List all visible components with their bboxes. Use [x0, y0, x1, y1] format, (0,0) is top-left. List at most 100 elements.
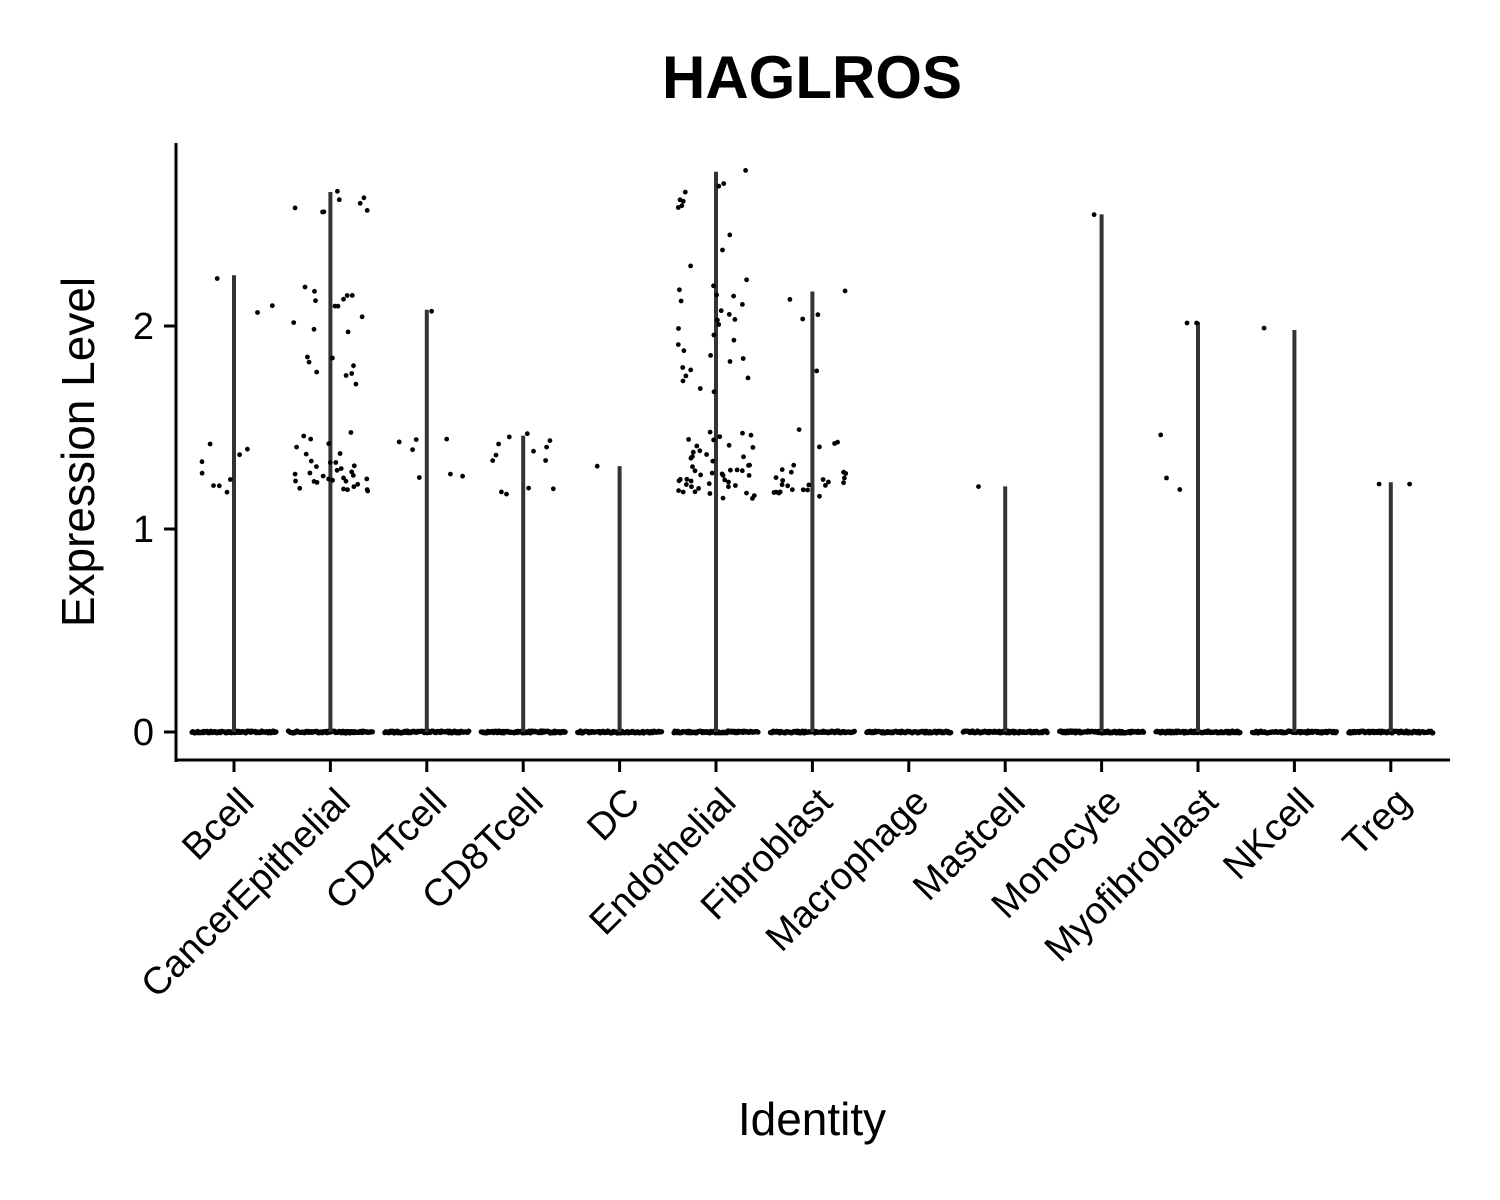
data-point [1261, 325, 1267, 331]
data-point [722, 477, 728, 483]
data-point [594, 463, 600, 469]
x-tick-label: Bcell [174, 781, 262, 869]
data-point [365, 488, 371, 494]
data-point [817, 444, 822, 450]
data-point [349, 293, 355, 298]
data-point [697, 448, 703, 454]
data-point [351, 484, 357, 490]
data-point [341, 475, 346, 481]
data-point [688, 367, 694, 373]
data-point [255, 310, 260, 315]
y-tick-label: 1 [133, 509, 154, 551]
data-point [410, 447, 415, 453]
data-point [680, 365, 686, 370]
x-axis-title: Identity [738, 1093, 886, 1145]
data-point [338, 466, 344, 471]
data-point [743, 168, 748, 173]
data-point [1158, 432, 1164, 438]
data-point [332, 303, 338, 309]
data-point [717, 434, 723, 440]
data-point [709, 470, 715, 476]
data-point [832, 441, 837, 446]
data-point [211, 483, 216, 488]
data-point [675, 205, 681, 210]
data-point [692, 489, 698, 495]
data-point [679, 203, 685, 209]
data-point [314, 369, 320, 375]
category-group [767, 288, 858, 736]
zero-point [948, 729, 954, 736]
data-point [306, 359, 312, 365]
data-point [676, 478, 682, 484]
data-point [330, 477, 335, 483]
data-point [676, 488, 681, 493]
data-point [726, 312, 732, 317]
data-point [780, 478, 786, 483]
data-point [690, 449, 696, 455]
data-point [320, 473, 326, 479]
data-point [683, 373, 689, 379]
data-point [199, 470, 205, 476]
data-point [796, 427, 802, 432]
data-point [681, 348, 687, 354]
data-point [716, 183, 722, 189]
data-point [680, 198, 686, 204]
data-point [308, 436, 314, 442]
data-point [345, 329, 351, 335]
zero-point [273, 729, 279, 735]
data-point [843, 471, 849, 476]
data-point [732, 317, 738, 322]
data-point [292, 205, 298, 211]
data-point [344, 293, 350, 298]
data-point [789, 487, 795, 493]
category-group [864, 728, 954, 736]
data-point [726, 442, 732, 448]
y-axis-ticks: 0 1 2 [133, 306, 176, 754]
data-point [721, 181, 727, 187]
data-point [841, 480, 846, 486]
x-tick-label: NKcell [1215, 781, 1322, 888]
data-point [335, 188, 340, 194]
data-point [293, 478, 298, 484]
data-point [745, 375, 751, 381]
data-point [1184, 320, 1190, 326]
data-point [779, 482, 785, 488]
data-point [707, 429, 713, 435]
data-point [302, 284, 308, 290]
data-point [817, 493, 822, 499]
data-point [976, 484, 981, 489]
data-point [416, 475, 422, 480]
data-point [741, 454, 746, 460]
data-point [711, 283, 716, 289]
data-point [1407, 481, 1412, 487]
data-point [690, 464, 695, 470]
zero-point [659, 729, 665, 735]
data-point [788, 469, 794, 475]
zero-point [1237, 729, 1243, 736]
data-point [493, 452, 499, 458]
data-point [746, 473, 752, 478]
category-group [575, 463, 665, 736]
data-point [526, 485, 531, 491]
data-point [228, 477, 233, 482]
data-point [308, 458, 314, 464]
data-point [1376, 481, 1382, 487]
data-point [311, 326, 317, 332]
data-point [297, 485, 303, 491]
data-point [689, 484, 694, 490]
data-point [692, 468, 698, 474]
data-point [773, 475, 779, 480]
data-point [547, 438, 553, 443]
data-point [543, 458, 548, 463]
y-axis-title: Expression Level [52, 277, 104, 627]
data-point [711, 437, 716, 443]
data-point [199, 459, 205, 465]
data-point [504, 491, 509, 497]
chart-title: HAGLROS [662, 44, 962, 111]
data-point [677, 287, 682, 293]
data-point [499, 489, 504, 495]
data-point [207, 441, 213, 447]
category-group [960, 484, 1050, 736]
data-point [355, 481, 361, 487]
